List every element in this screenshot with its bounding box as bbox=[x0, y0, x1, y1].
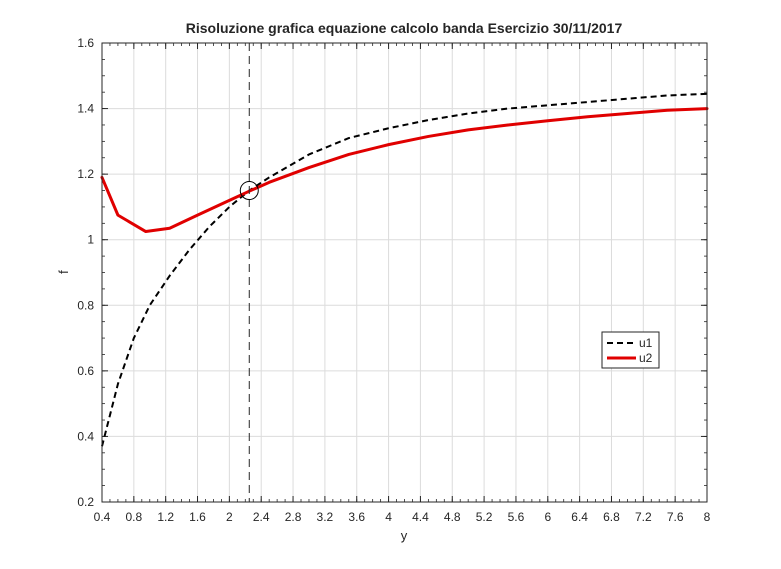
y-tick-label: 1 bbox=[87, 233, 94, 247]
x-tick-label: 3.6 bbox=[348, 510, 365, 524]
legend-box bbox=[601, 331, 660, 369]
axes-box bbox=[101, 42, 708, 503]
x-tick-label: 1.6 bbox=[189, 510, 206, 524]
x-tick-label: 4 bbox=[385, 510, 392, 524]
legend-label-u2: u2 bbox=[639, 351, 653, 365]
x-tick-label: 5.2 bbox=[476, 510, 493, 524]
y-tick-label: 0.8 bbox=[77, 298, 94, 312]
x-tick-label: 2.4 bbox=[253, 510, 270, 524]
legend-label-u1: u1 bbox=[639, 336, 653, 350]
y-axis-ticks: 0.2 0.4 0.6 0.8 1 1.2 1.4 1.6 bbox=[77, 36, 707, 509]
series-line-u2 bbox=[100, 107, 709, 234]
x-tick-label: 4.8 bbox=[444, 510, 461, 524]
grid bbox=[102, 43, 707, 502]
series-layer bbox=[100, 92, 709, 447]
x-tick-label: 2.8 bbox=[285, 510, 302, 524]
x-tick-label: 7.2 bbox=[635, 510, 652, 524]
y-tick-label: 1.2 bbox=[77, 167, 94, 181]
y-tick-label: 0.4 bbox=[77, 429, 94, 443]
x-tick-label: 1.2 bbox=[157, 510, 174, 524]
x-tick-label: 6 bbox=[544, 510, 551, 524]
minor-ticks bbox=[101, 42, 708, 503]
y-tick-label: 0.2 bbox=[77, 495, 94, 509]
chart-title: Risoluzione grafica equazione calcolo ba… bbox=[186, 20, 623, 36]
x-tick-label: 4.4 bbox=[412, 510, 429, 524]
x-axis-ticks: 0.4 0.8 1.2 1.6 2 2.4 2.8 3.2 3.6 4 4.4 4.8 5.2 5.6 6 6… bbox=[94, 43, 711, 524]
y-tick-label: 1.4 bbox=[77, 102, 94, 116]
intersection-circle-marker bbox=[239, 181, 259, 201]
y-tick-label: 0.6 bbox=[77, 364, 94, 378]
y-tick-label: 1.6 bbox=[77, 36, 94, 50]
x-tick-label: 0.4 bbox=[94, 510, 111, 524]
x-tick-label: 0.8 bbox=[125, 510, 142, 524]
x-tick-label: 2 bbox=[226, 510, 233, 524]
x-tick-label: 7.6 bbox=[667, 510, 684, 524]
x-axis-label: y bbox=[401, 528, 408, 543]
series-line-u1 bbox=[101, 92, 708, 447]
x-tick-label: 6.4 bbox=[571, 510, 588, 524]
x-tick-label: 6.8 bbox=[603, 510, 620, 524]
x-tick-label: 8 bbox=[704, 510, 711, 524]
annotation-layer bbox=[239, 43, 259, 502]
x-tick-label: 3.2 bbox=[317, 510, 334, 524]
x-tick-label: 5.6 bbox=[508, 510, 525, 524]
y-axis-label: f bbox=[56, 270, 71, 274]
